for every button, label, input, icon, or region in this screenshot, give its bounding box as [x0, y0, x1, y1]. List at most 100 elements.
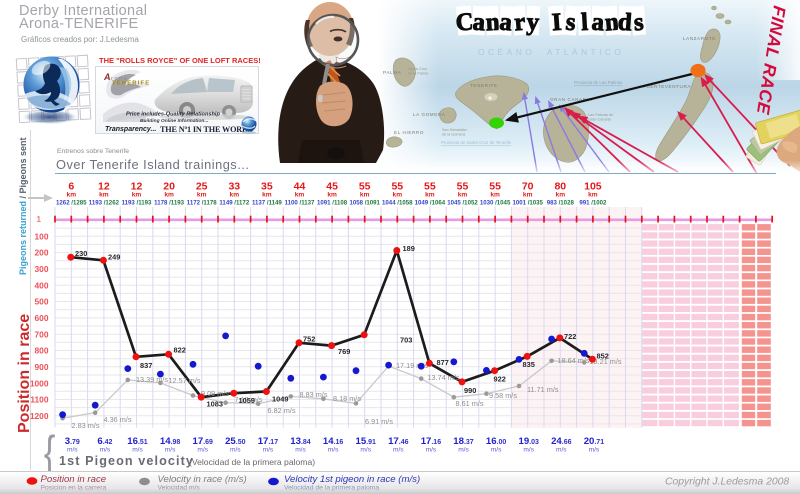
svg-text:y: y [526, 9, 540, 37]
svg-text:55: 55 [359, 181, 371, 193]
svg-text:r: r [513, 9, 526, 37]
svg-text:m/s: m/s [197, 447, 208, 454]
svg-text:3.79: 3.79 [65, 436, 80, 447]
svg-text:18.64 m/s: 18.64 m/s [558, 356, 590, 365]
svg-text:17.19 m/s: 17.19 m/s [396, 361, 428, 370]
svg-text:Gran Canaria: Gran Canaria [588, 118, 612, 122]
svg-text:Las Palmas de: Las Palmas de [588, 113, 613, 117]
svg-text:s: s [564, 9, 577, 37]
svg-text:Santa Cruz: Santa Cruz [408, 67, 427, 71]
svg-text:de la Palma: de la Palma [408, 72, 429, 76]
svg-text:15.91: 15.91 [355, 436, 376, 447]
svg-text:100: 100 [35, 231, 49, 241]
svg-text:km: km [425, 192, 435, 199]
svg-text:1172 /1178: 1172 /1178 [187, 200, 217, 207]
svg-text:922: 922 [494, 375, 506, 384]
svg-text:EL HIERRO: EL HIERRO [394, 130, 424, 135]
svg-text:55: 55 [424, 181, 436, 193]
svg-text:11.71 m/s: 11.71 m/s [527, 385, 559, 394]
svg-text:a: a [498, 8, 513, 36]
svg-text:s: s [633, 9, 645, 37]
svg-text:13.39 m/s: 13.39 m/s [136, 375, 168, 384]
svg-text:80: 80 [554, 181, 566, 193]
svg-text:300: 300 [35, 264, 49, 274]
svg-text:km: km [327, 192, 337, 199]
svg-text:Velocity in race (m/s): Velocity in race (m/s) [158, 474, 247, 485]
svg-text:PALMA: PALMA [383, 70, 402, 75]
svg-text:m/s: m/s [491, 447, 502, 454]
svg-text:14.98: 14.98 [160, 436, 181, 447]
svg-text:1149 /1172: 1149 /1172 [219, 200, 249, 207]
svg-text:990: 990 [464, 386, 476, 395]
svg-text:1200: 1200 [30, 411, 49, 421]
svg-text:17.17: 17.17 [258, 436, 279, 447]
svg-text:m/s: m/s [523, 447, 534, 454]
svg-text:Velocity 1st pigeon in race (m: Velocity 1st pigeon in race (m/s) [284, 474, 420, 485]
svg-text:1049: 1049 [272, 395, 288, 404]
svg-text:12: 12 [131, 181, 143, 193]
svg-text:249: 249 [108, 253, 120, 262]
svg-text:a: a [591, 9, 606, 37]
svg-text:Copyright J.Ledesma 2008: Copyright J.Ledesma 2008 [665, 477, 789, 488]
svg-text:1: 1 [36, 214, 41, 224]
svg-text:35: 35 [261, 181, 273, 193]
svg-text:km: km [360, 192, 370, 199]
svg-text:FUERTEVENTURA: FUERTEVENTURA [643, 84, 691, 89]
svg-text:m/s: m/s [393, 447, 404, 454]
svg-text:km: km [164, 192, 174, 199]
svg-text:km: km [197, 192, 207, 199]
svg-text:m/s: m/s [426, 447, 437, 454]
svg-text:1100: 1100 [30, 395, 49, 405]
svg-text:17.69: 17.69 [192, 436, 213, 447]
svg-text:13.84: 13.84 [290, 436, 311, 447]
svg-text:8.83 m/s: 8.83 m/s [300, 390, 328, 399]
svg-text:1001 /1035: 1001 /1035 [512, 200, 543, 207]
svg-text:TENERIFE: TENERIFE [470, 83, 498, 88]
svg-text:17.16: 17.16 [421, 436, 442, 447]
svg-text:12.57 m/s: 12.57 m/s [169, 376, 201, 385]
svg-text:km: km [490, 192, 500, 199]
svg-text:230: 230 [75, 249, 87, 258]
svg-text:991 /1002: 991 /1002 [579, 200, 607, 207]
svg-text:1193 /1193: 1193 /1193 [122, 200, 152, 207]
svg-text:m/s: m/s [556, 447, 567, 454]
svg-text:7.10 m/s: 7.10 m/s [235, 395, 263, 404]
svg-text:GRAN CANARIA: GRAN CANARIA [550, 97, 593, 102]
svg-text:m/s: m/s [360, 447, 371, 454]
svg-text:105: 105 [584, 181, 602, 193]
svg-text:m/s: m/s [458, 447, 469, 454]
svg-text:8.61 m/s: 8.61 m/s [456, 399, 484, 408]
svg-text:18.21 m/s: 18.21 m/s [590, 357, 622, 366]
svg-text:m/s: m/s [263, 447, 274, 454]
svg-text:m/s: m/s [132, 447, 143, 454]
svg-text:n: n [604, 8, 620, 36]
svg-text:d: d [617, 9, 633, 37]
svg-text:877: 877 [437, 358, 449, 367]
svg-text:San Sebastián: San Sebastián [442, 128, 467, 132]
svg-text:14.16: 14.16 [323, 436, 344, 447]
svg-text:LA GOMERA: LA GOMERA [413, 112, 446, 117]
svg-text:m/s: m/s [67, 447, 78, 454]
svg-text:m/s: m/s [100, 447, 111, 454]
svg-text:THE Nº1 IN THE WORLD: THE Nº1 IN THE WORLD [160, 125, 253, 134]
svg-text:189: 189 [403, 244, 415, 253]
svg-text:19.03: 19.03 [518, 436, 539, 447]
svg-text:6: 6 [68, 181, 74, 193]
svg-text:1044 /1058: 1044 /1058 [382, 200, 413, 207]
svg-text:1030 /1045: 1030 /1045 [480, 200, 511, 207]
svg-text:55: 55 [391, 181, 403, 193]
svg-text:1083: 1083 [207, 400, 223, 409]
svg-text:1049 /1064: 1049 /1064 [415, 200, 446, 207]
svg-text:722: 722 [564, 332, 576, 341]
svg-text:1091 /1108: 1091 /1108 [317, 200, 348, 207]
svg-text:I: I [551, 9, 563, 37]
svg-text:600: 600 [35, 313, 49, 323]
svg-text:800: 800 [35, 346, 49, 356]
svg-text:55: 55 [489, 181, 501, 193]
svg-text:703: 703 [400, 336, 412, 345]
svg-text:m/s: m/s [230, 447, 241, 454]
svg-text:400: 400 [35, 280, 49, 290]
svg-text:l: l [580, 9, 588, 36]
svg-text:km: km [230, 192, 240, 199]
svg-text:1178 /1193: 1178 /1193 [154, 200, 184, 207]
